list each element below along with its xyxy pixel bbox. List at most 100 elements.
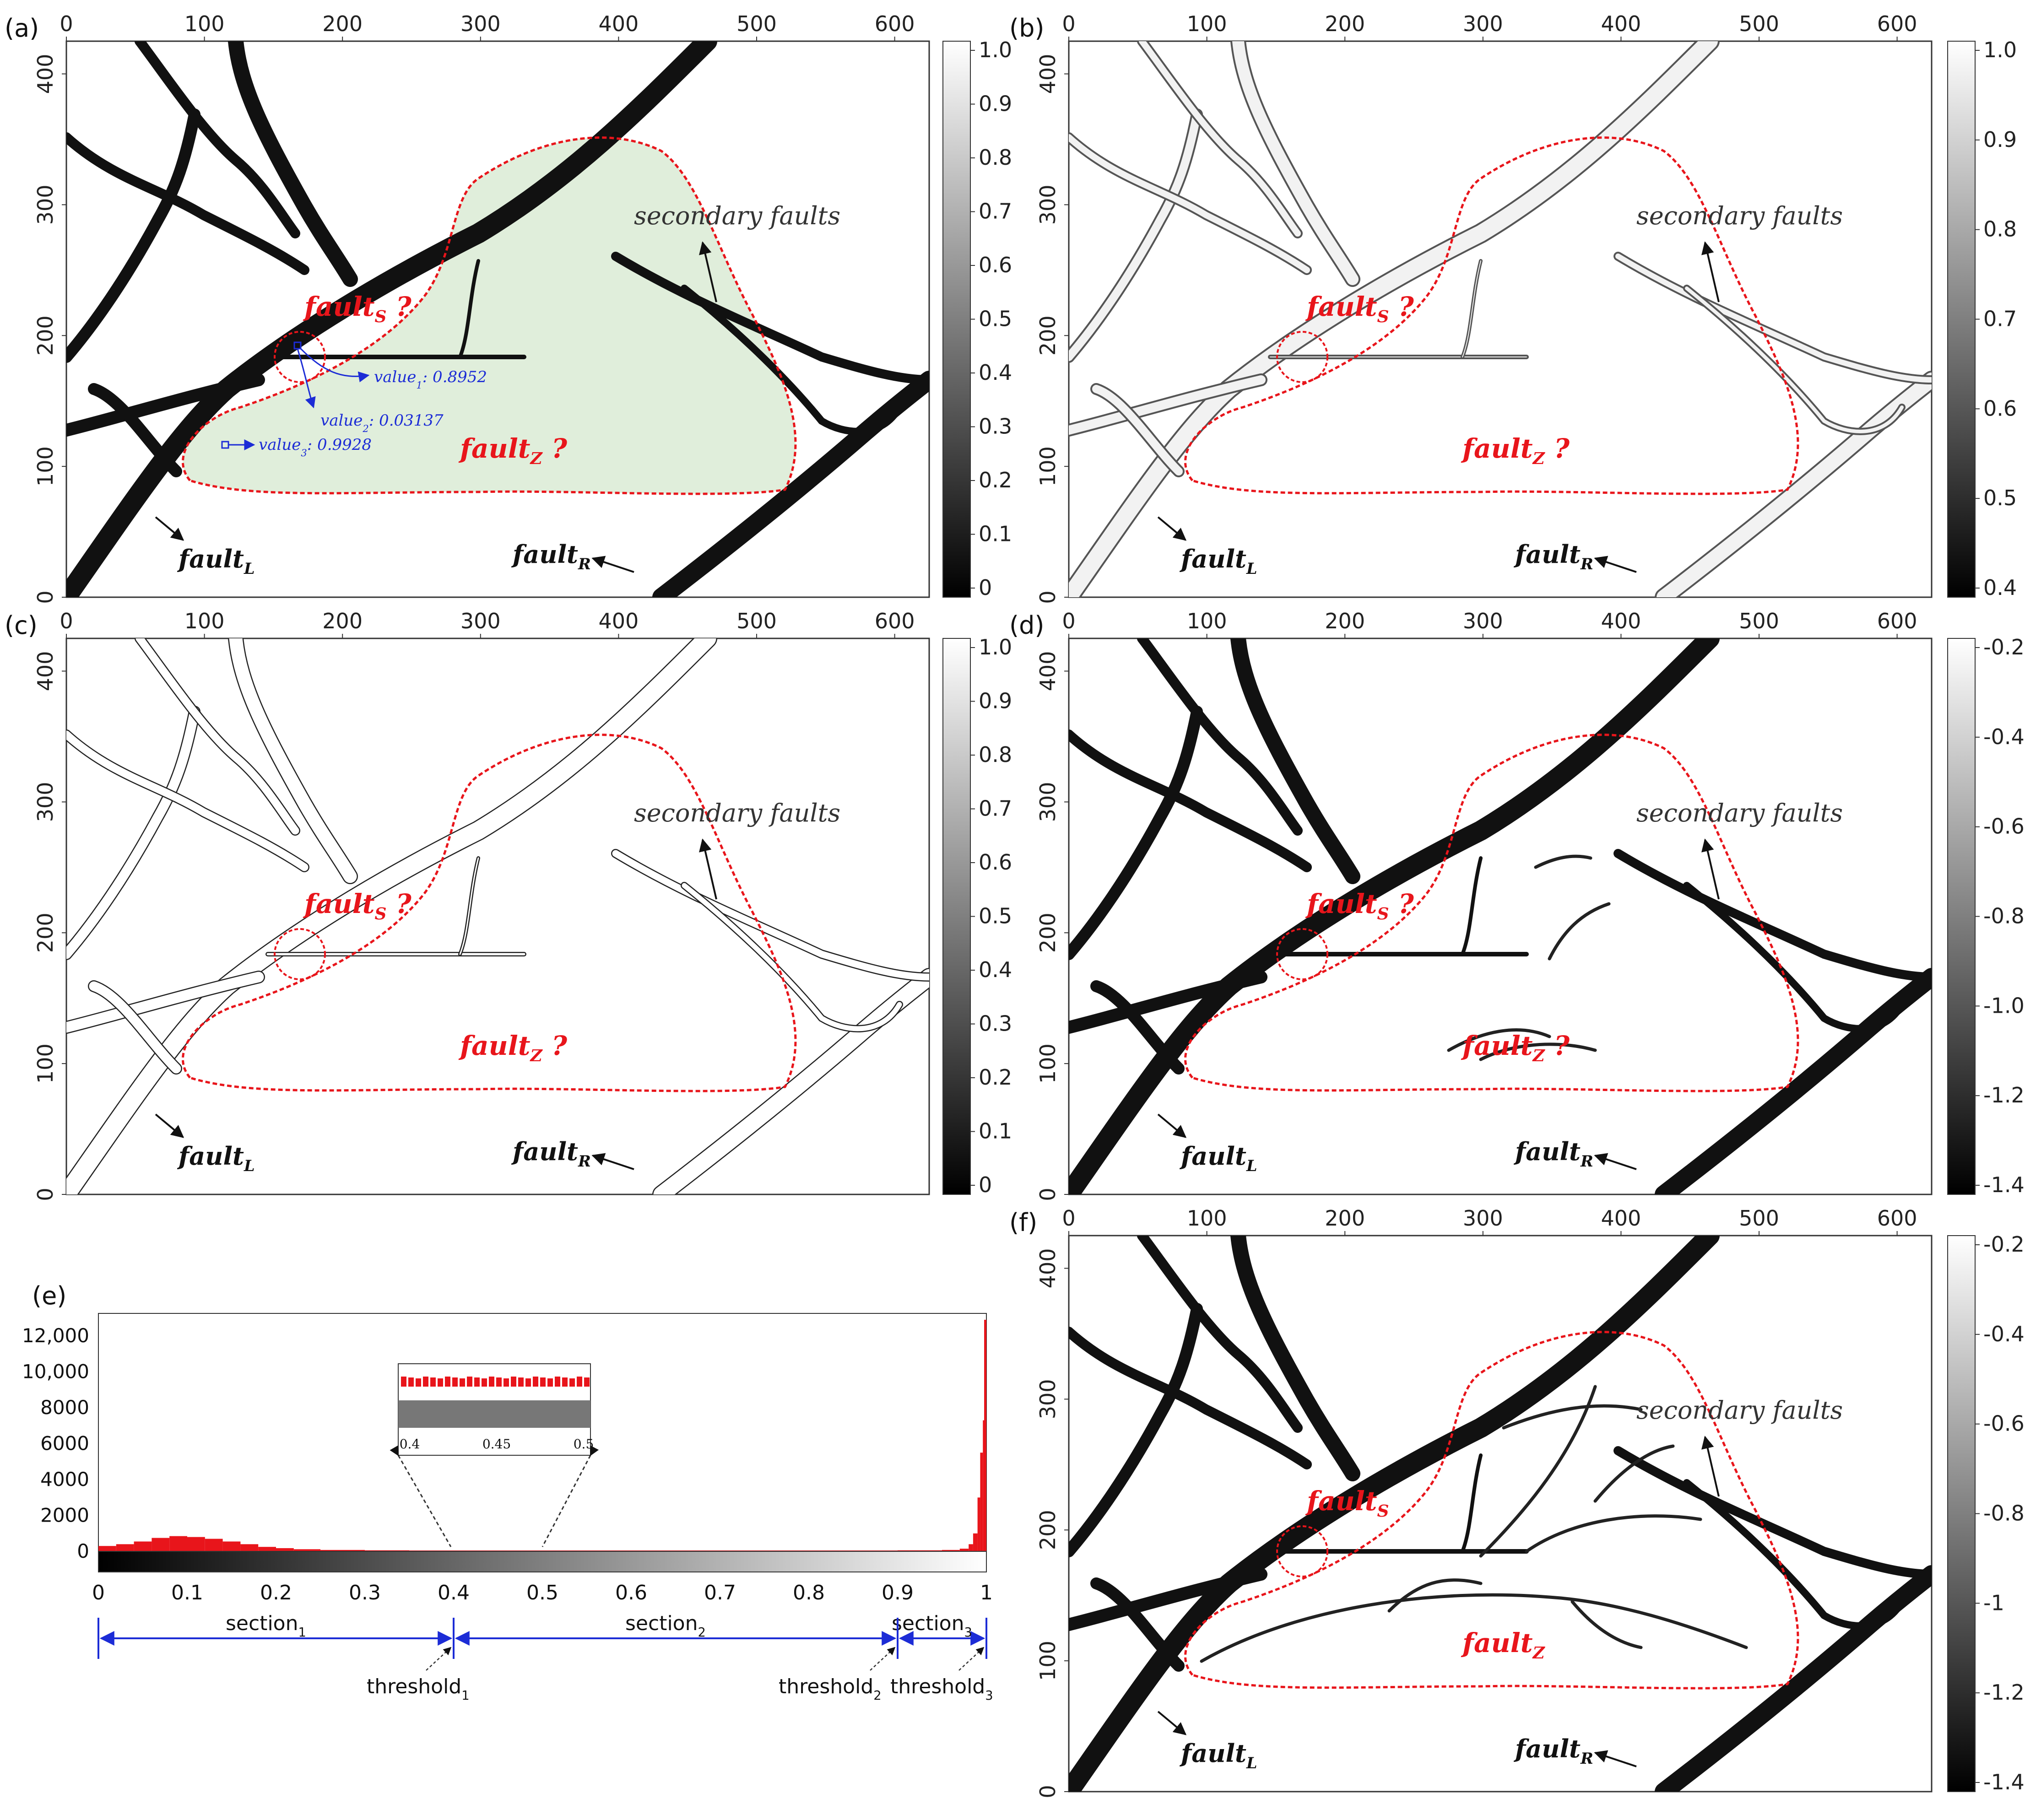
x-tick-label: 600 [875,11,915,36]
x-tick-label: 400 [598,609,639,633]
colorbar-tick-label: -0.2 [1983,635,2025,659]
histogram-bar [152,1538,170,1551]
fault-upper-diag [1137,638,1303,836]
colorbar-tick-label: 0.8 [1983,217,2017,242]
colorbar-tick-label: -0.4 [1983,1322,2025,1346]
branch-fault [1200,1593,1748,1663]
fault-l-line-inner [66,638,716,1194]
colorbar-tick-label: -0.8 [1983,904,2025,929]
y-tick-label: 0 [1035,1785,1060,1798]
inset-bar [430,1377,436,1387]
fault-s-label: faultS ? [303,888,412,924]
histogram-y-tick: 6000 [40,1432,89,1455]
fault-l-line [1069,1236,1720,1792]
y-tick-label: 200 [33,315,58,356]
fault-l-arrow [1157,516,1187,541]
x-tick-label: 100 [1187,609,1227,633]
y-tick-label: 200 [1035,913,1060,953]
colorbar-tick-label: 0.4 [1983,575,2017,600]
fault-left-diag-inner [1069,134,1310,273]
colorbar-tick-label: -1 [1983,1590,2004,1615]
y-tick-label: 300 [1035,782,1060,822]
y-tick-label: 100 [33,1043,58,1084]
colorbar-tick-label: 0.6 [979,253,1012,277]
fault-right-branch2 [1683,1479,1906,1630]
histogram-x-tick: 0.4 [438,1581,470,1604]
panel-label: (f) [1009,1208,1037,1237]
fault-crossing [1069,971,1267,1034]
x-tick-label: 500 [1739,609,1779,633]
x-tick-label: 200 [1325,11,1365,36]
inset-bar [584,1377,590,1387]
branch-fault [1479,1385,1597,1558]
x-tick-label: 500 [736,609,777,633]
map-content [66,41,929,597]
fault-r-label: faultR [511,1137,591,1170]
fault-upper-left-inner [66,707,200,959]
fault-top-line [1230,638,1360,884]
y-tick-label: 300 [33,782,58,822]
fault-s-circle [1276,331,1328,383]
histogram-bar [98,1546,116,1551]
colorbar-tick-label: 0.4 [979,957,1012,982]
colorbar-tick-label: -1.4 [1983,1770,2025,1794]
fault-left-diag-inner [66,730,309,871]
inset-bar [569,1378,575,1387]
fault-low-left-inner [89,981,181,1074]
y-tick-label: 100 [1035,446,1060,486]
x-tick-label: 500 [1739,11,1779,36]
fault-right-branch [1614,1446,1932,1579]
colorbar-tick-label: 0.5 [979,904,1012,929]
y-tick-label: 0 [33,1188,58,1201]
fault-left-diag [1069,729,1312,872]
y-tick-label: 100 [1035,1043,1060,1084]
histogram-bar [187,1537,205,1551]
x-tick-label: 600 [1877,11,1917,36]
y-tick-label: 200 [1035,315,1060,356]
histogram-bar [134,1541,152,1551]
inset-bar [562,1377,568,1387]
fault-l-arrow [155,516,184,541]
histogram-y-tick: 4000 [40,1468,89,1491]
secondary-faults-label: secondary faults [634,799,840,827]
panel-label: (b) [1009,14,1044,43]
fault-right-branch-inner [612,850,929,981]
histogram-bar [977,1497,980,1551]
fault-right-branch [1614,849,1932,982]
x-tick-label: 500 [736,11,777,36]
histogram-bar [276,1548,294,1551]
x-tick-label: 200 [322,609,363,633]
x-tick-label: 0 [1062,11,1075,36]
secondary-arrow [1701,241,1720,302]
panel-label: (a) [5,14,39,43]
inset-bar [547,1378,553,1387]
colorbar-tick-label: -1.2 [1983,1083,2025,1107]
colorbar-gradient [1947,1235,1976,1792]
fault-s-label: faultS ? [1305,888,1414,924]
fault-r-label: faultR [1513,540,1593,573]
secondary-arrow [699,241,717,302]
secondary-faults-label: secondary faults [634,201,840,230]
threshold-label: threshold3 [890,1675,993,1703]
fault-right-branch2 [681,285,903,435]
colorbar-gradient [942,638,971,1195]
histogram-bar [980,1453,983,1551]
histogram-bar [320,1550,365,1551]
fault-l-label: faultL [1179,1141,1257,1175]
panel-c: faultS ? faultZ ? faultL faultR secondary fa… [33,609,930,1201]
fault-s-label: faultS ? [303,291,412,326]
inset-bar [438,1378,443,1387]
colorbar-tick-label: 1.0 [979,635,1012,659]
branch-fault [1548,902,1611,961]
fault-r-arrow [591,1153,634,1170]
fault-z-label: faultZ ? [458,1030,568,1065]
fault-crossing-inner [66,972,264,1033]
y-tick-label: 200 [33,913,58,953]
y-tick-label: 400 [1035,1248,1060,1289]
threshold-arrow [870,1647,896,1671]
colorbar-tick-label: 0.6 [1983,396,2017,421]
fault-upper-left [66,108,200,363]
colorbar: 1.0 0.9 0.8 0.7 0.6 0.5 0.4 0.3 0.2 0.1 0 [942,38,1012,600]
secondary-arrow [1701,1436,1720,1497]
y-tick-label: 300 [1035,184,1060,225]
